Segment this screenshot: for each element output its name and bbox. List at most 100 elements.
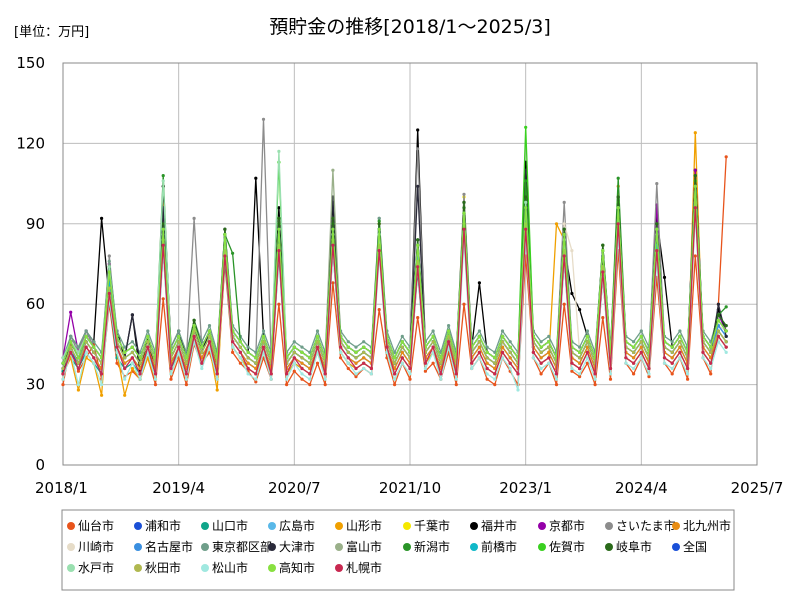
legend-item: 新潟市 — [403, 539, 450, 554]
data-point — [315, 329, 320, 333]
data-point — [223, 254, 227, 258]
data-point — [223, 232, 227, 237]
data-point — [393, 350, 397, 354]
data-point — [524, 206, 528, 210]
data-point — [709, 350, 713, 354]
data-point — [500, 345, 505, 349]
data-point — [393, 356, 397, 360]
data-point — [570, 369, 574, 373]
data-point — [508, 356, 512, 360]
data-point — [61, 366, 65, 371]
data-point — [238, 356, 242, 360]
data-point — [177, 345, 181, 349]
data-point — [215, 372, 219, 376]
data-point — [539, 350, 543, 354]
data-point — [277, 149, 281, 153]
data-point — [485, 356, 489, 360]
data-point — [447, 340, 451, 344]
data-point — [315, 334, 320, 338]
data-point — [724, 305, 728, 309]
data-point — [485, 377, 489, 381]
data-point — [254, 377, 258, 381]
data-point — [377, 216, 381, 220]
data-point — [308, 377, 312, 381]
legend-item: 佐賀市 — [538, 539, 585, 554]
y-tick-label: 120 — [16, 134, 45, 152]
data-point — [107, 270, 111, 274]
data-point — [100, 216, 104, 220]
legend-marker — [470, 522, 478, 530]
y-tick-label: 60 — [26, 295, 45, 313]
data-point — [531, 350, 536, 354]
data-point — [61, 372, 65, 376]
data-point — [477, 281, 481, 285]
data-point — [92, 350, 96, 354]
data-point — [277, 206, 281, 210]
data-point — [254, 361, 258, 365]
data-point — [393, 377, 397, 381]
data-point — [354, 345, 358, 349]
data-point — [200, 361, 204, 365]
x-axis: 2018/1 2019/4 2020/7 2021/10 2023/1 2024/4 202… — [35, 479, 783, 497]
data-point — [61, 356, 65, 360]
data-point — [477, 329, 481, 333]
data-point — [578, 361, 582, 365]
data-point — [153, 383, 158, 387]
data-point — [146, 345, 150, 349]
data-point — [632, 350, 636, 354]
legend-label: 広島市 — [279, 518, 315, 533]
data-point — [716, 302, 721, 306]
data-point — [123, 393, 127, 397]
data-point — [76, 356, 80, 360]
data-point — [292, 350, 296, 354]
data-point — [477, 334, 481, 338]
data-point — [662, 275, 667, 279]
data-point — [215, 388, 219, 392]
data-point — [207, 324, 212, 328]
data-point — [153, 372, 158, 376]
data-point — [161, 222, 165, 226]
data-point — [130, 345, 134, 349]
legend-label: 全国 — [683, 539, 707, 554]
data-point — [362, 361, 366, 365]
data-point — [678, 350, 682, 354]
legend-marker — [335, 543, 343, 551]
legend-item: 京都市 — [538, 518, 585, 533]
data-point — [138, 372, 142, 376]
data-point — [254, 350, 258, 354]
data-point — [138, 350, 142, 354]
data-point — [246, 366, 250, 371]
x-tick-label: 2024/4 — [615, 479, 668, 497]
data-point — [562, 222, 566, 226]
data-point — [331, 243, 335, 247]
data-point — [200, 366, 204, 371]
legend-marker — [335, 522, 343, 530]
data-point — [308, 361, 312, 365]
data-point — [524, 179, 528, 183]
data-point — [377, 249, 381, 253]
data-point — [531, 356, 536, 360]
data-point — [662, 361, 667, 365]
data-point — [477, 350, 481, 354]
data-point — [400, 334, 404, 338]
data-point — [69, 350, 73, 354]
data-point — [632, 366, 636, 371]
legend-label: さいたま市 — [616, 518, 676, 533]
data-point — [516, 388, 520, 392]
legend-label: 新潟市 — [414, 539, 450, 554]
data-point — [416, 265, 420, 269]
data-point — [508, 340, 512, 344]
data-point — [123, 345, 127, 349]
data-point — [701, 356, 705, 360]
data-point — [76, 361, 80, 365]
data-point — [215, 377, 219, 381]
data-point — [123, 366, 127, 371]
data-point — [485, 372, 489, 376]
legend-label: 千葉市 — [414, 518, 450, 533]
data-point — [724, 340, 728, 344]
data-point — [323, 372, 327, 376]
data-point — [578, 350, 582, 354]
legend-label: 福井市 — [481, 518, 517, 533]
data-point — [115, 350, 119, 354]
data-point — [423, 369, 427, 373]
